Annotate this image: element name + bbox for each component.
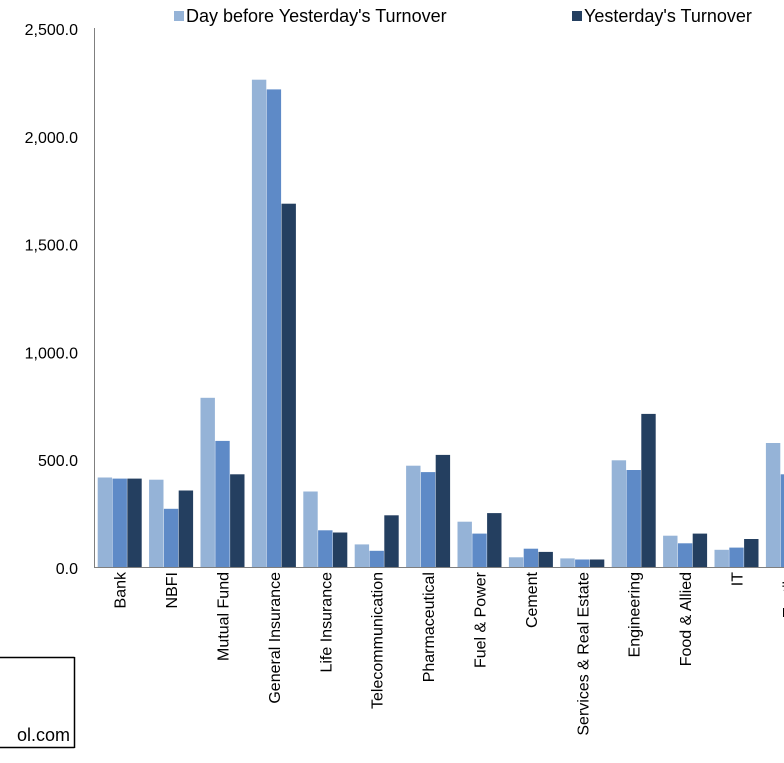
bar-food-allied-series-2 <box>677 543 693 567</box>
x-tick-label: Textile <box>781 572 784 617</box>
legend-swatch <box>572 11 582 21</box>
x-tick-label: Bank <box>113 571 130 608</box>
bar-fuel-power-series-3 <box>487 513 502 567</box>
bar-food-allied-series-1 <box>663 535 678 567</box>
source-box: ol.com <box>0 656 76 749</box>
bar-fuel-power-series-1 <box>457 521 472 567</box>
x-tick-label: General Insurance <box>267 572 284 704</box>
bar-bank-series-1 <box>97 477 113 567</box>
bar-pharmaceutical-series-2 <box>420 472 436 567</box>
bar-telecommunication-series-2 <box>369 550 384 567</box>
x-tick-labels: Bank NBFI Mutual Fund General Insurance Life… <box>113 571 784 736</box>
bar-nbfi-series-1 <box>149 479 164 567</box>
bar-it-series-1 <box>714 549 729 567</box>
x-tick-label: Fuel & Power <box>473 571 490 668</box>
bar-cement-series-2 <box>523 548 539 567</box>
y-tick-label: 1,000.0 <box>25 345 78 362</box>
bar-engineering-series-2 <box>626 470 641 567</box>
bar-cement-series-1 <box>508 557 524 567</box>
bar-general-insurance-series-3 <box>281 203 296 567</box>
bar-services-real-estate-series-1 <box>560 558 575 567</box>
y-tick-label: 2,000.0 <box>25 130 78 147</box>
y-tick-label: 500.0 <box>38 453 78 470</box>
bar-general-insurance-series-1 <box>251 79 267 567</box>
y-tick-labels: 0.0 500.0 1,000.0 1,500.0 2,000.0 2,500.0 <box>25 22 78 578</box>
bar-cement-series-3 <box>538 551 553 567</box>
bar-general-insurance-series-2 <box>266 89 282 568</box>
bar-mutual-fund-series-1 <box>200 397 215 567</box>
y-tick-label: 2,500.0 <box>25 22 78 39</box>
y-tick-label: 1,500.0 <box>25 238 78 255</box>
legend: Day before Yesterday's Turnover Yesterday… <box>174 6 752 26</box>
bar-mutual-fund-series-2 <box>215 440 230 567</box>
bars-layer <box>97 79 784 568</box>
legend-swatch <box>174 11 184 21</box>
x-tick-label: Services & Real Estate <box>575 572 592 736</box>
bar-engineering-series-3 <box>641 413 656 567</box>
bar-services-real-estate-series-2 <box>575 559 590 567</box>
bar-nbfi-series-3 <box>178 490 194 567</box>
bar-pharmaceutical-series-3 <box>435 454 451 567</box>
bar-engineering-series-1 <box>611 460 627 567</box>
x-tick-label: Food & Allied <box>678 572 695 666</box>
bar-pharmaceutical-series-1 <box>406 465 421 567</box>
bar-telecommunication-series-1 <box>354 544 370 567</box>
bar-it-series-3 <box>744 539 759 567</box>
source-text: ol.com <box>17 725 70 745</box>
x-tick-label: Life Insurance <box>318 572 335 673</box>
bar-it-series-2 <box>729 547 744 567</box>
x-tick-label: Mutual Fund <box>216 572 233 661</box>
x-tick-label: Cement <box>524 571 541 628</box>
bar-bank-series-2 <box>112 478 127 567</box>
x-tick-label: Engineering <box>627 572 644 657</box>
bar-life-insurance-series-1 <box>303 491 318 567</box>
x-tick-label: Telecommunication <box>370 572 387 709</box>
bar-services-real-estate-series-3 <box>589 559 605 567</box>
axis-layer <box>94 28 784 568</box>
legend-label: Yesterday's Turnover <box>584 6 752 26</box>
bar-bank-series-3 <box>127 478 142 567</box>
bar-telecommunication-series-3 <box>384 515 399 567</box>
bar-life-insurance-series-2 <box>318 530 333 567</box>
bar-textile-series-2 <box>780 474 784 567</box>
bar-life-insurance-series-3 <box>332 532 348 567</box>
x-tick-label: IT <box>730 572 747 586</box>
x-tick-label: NBFI <box>164 572 181 608</box>
x-tick-label: Pharmaceutical <box>421 572 438 682</box>
y-tick-label: 0.0 <box>56 561 78 578</box>
bar-textile-series-1 <box>765 443 781 567</box>
legend-label: Day before Yesterday's Turnover <box>186 6 447 26</box>
bar-fuel-power-series-2 <box>472 533 487 567</box>
bar-food-allied-series-3 <box>692 533 708 567</box>
bar-mutual-fund-series-3 <box>230 474 245 567</box>
bar-nbfi-series-2 <box>163 508 179 567</box>
